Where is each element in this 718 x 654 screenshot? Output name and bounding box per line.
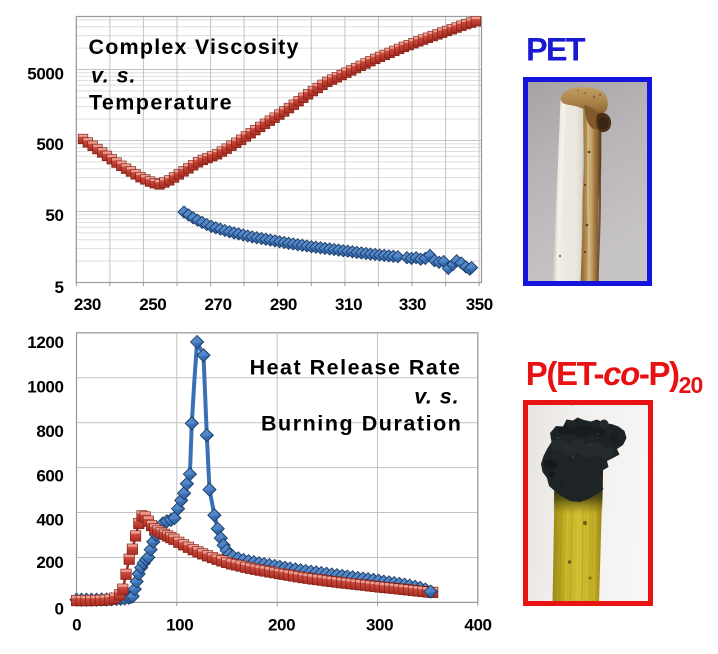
svg-text:50: 50 — [45, 206, 63, 225]
svg-text:200: 200 — [36, 553, 63, 572]
svg-text:800: 800 — [36, 422, 63, 441]
svg-text:290: 290 — [270, 295, 297, 314]
svg-text:v. s.: v. s. — [91, 64, 136, 88]
svg-text:270: 270 — [205, 295, 232, 314]
svg-text:300: 300 — [366, 615, 393, 634]
svg-text:200: 200 — [268, 615, 295, 634]
svg-text:Complex Viscosity: Complex Viscosity — [89, 35, 300, 59]
svg-text:400: 400 — [36, 511, 63, 530]
svg-text:Burning Duration: Burning Duration — [261, 412, 463, 436]
svg-text:v. s.: v. s. — [414, 385, 459, 409]
svg-text:230: 230 — [74, 295, 101, 314]
svg-text:Temperature: Temperature — [89, 91, 233, 115]
svg-text:100: 100 — [166, 615, 193, 634]
svg-text:250: 250 — [139, 295, 166, 314]
svg-text:310: 310 — [335, 295, 362, 314]
svg-text:5000: 5000 — [27, 64, 63, 83]
svg-text:1200: 1200 — [27, 333, 63, 352]
svg-text:0: 0 — [54, 600, 63, 619]
svg-text:0: 0 — [72, 615, 81, 634]
svg-text:330: 330 — [399, 295, 426, 314]
svg-text:5: 5 — [54, 278, 63, 297]
svg-text:PET: PET — [526, 31, 586, 67]
svg-text:500: 500 — [36, 135, 63, 154]
svg-text:Heat Release Rate: Heat Release Rate — [250, 356, 462, 380]
svg-text:600: 600 — [36, 466, 63, 485]
svg-text:P(ET-co-P)20: P(ET-co-P)20 — [526, 355, 703, 398]
svg-text:400: 400 — [464, 615, 491, 634]
svg-text:1000: 1000 — [27, 377, 63, 396]
svg-text:350: 350 — [466, 295, 493, 314]
